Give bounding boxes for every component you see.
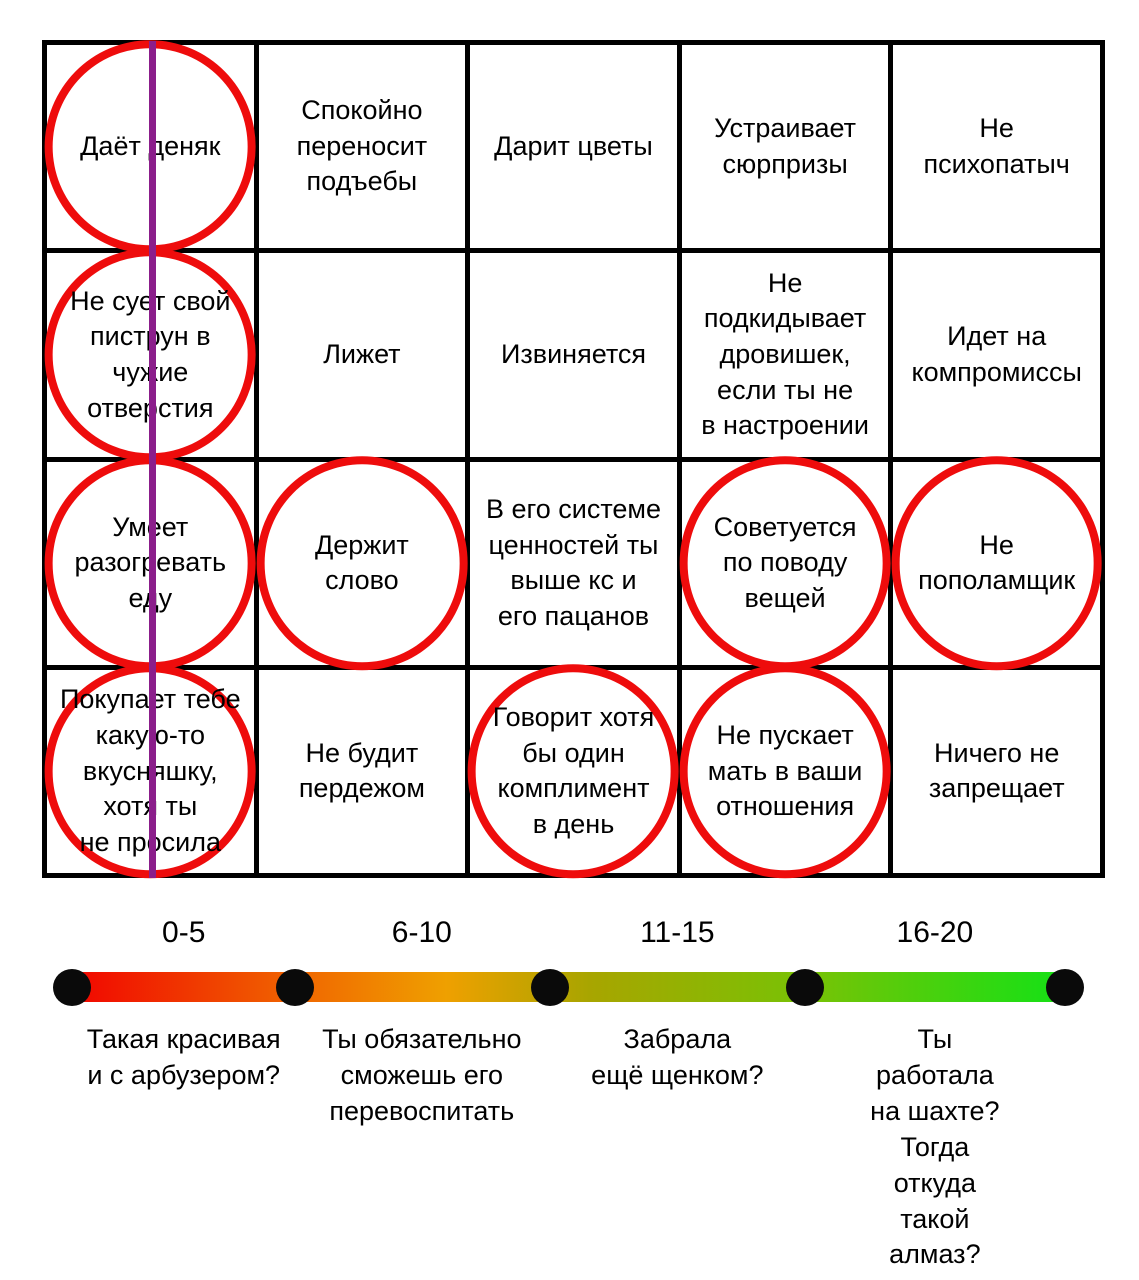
cell-label: Извиняется <box>500 339 647 370</box>
table-cell-r1-c2: Спокойно переносит подъебы <box>258 45 466 249</box>
table-cell-r2-c3: Извиняется <box>470 253 677 457</box>
table-cell-r4-c2: Не будит пердежом <box>258 669 466 873</box>
table-cell-r4-c5: Ничего не запрещает <box>893 669 1100 873</box>
scale-range-label: 0-5 <box>162 916 206 949</box>
table-cell-r2-c2: Лижет <box>258 253 466 457</box>
cell-label: Не будит пердежом <box>298 737 425 804</box>
cell-label: Советуется по поводу вещей <box>713 511 857 613</box>
cell-label: Лижет <box>323 339 401 370</box>
scale-caption: Ты обязательно сможешь его перевоспитать <box>322 1024 522 1126</box>
scale-dot <box>1045 969 1084 1006</box>
scale-range-label: 11-15 <box>640 916 715 949</box>
cell-label: Даёт деняк <box>80 130 221 161</box>
scale-gradient-bar <box>58 972 1080 1002</box>
cell-label: Держит слово <box>314 529 409 596</box>
scale-caption: Такая красивая и с арбузером? <box>86 1024 281 1090</box>
cell-label: Не подкидывает дровишек, если ты не в на… <box>701 267 869 441</box>
table-cell-r3-c3: В его системе ценностей ты выше кс и его… <box>470 461 677 665</box>
cell-label: Дарит цветы <box>494 130 653 161</box>
scale-dot <box>53 969 92 1006</box>
table-cell-r1-c5: Не психопатыч <box>893 45 1100 249</box>
cell-label: Не психопатыч <box>923 113 1070 179</box>
table-cell-r1-c4: Устраивает сюрпризы <box>681 45 889 249</box>
scale-caption: Ты работала на шахте? Тогда откуда такой… <box>870 1024 1000 1270</box>
cell-label: Не пополамщик <box>918 529 1076 596</box>
table-cell-r1-c3: Дарит цветы <box>470 45 677 249</box>
cell-label: Покупает тебе какую-то вкусняшку, хотя т… <box>59 684 241 857</box>
cell-label: Не пускает мать в ваши отношения <box>707 719 863 822</box>
table-cell-r4-c3: Говорит хотя бы один комплимент в день <box>468 664 679 879</box>
table-cell-r4-c4: Не пускает мать в ваши отношения <box>679 664 891 879</box>
cell-label: Идет на компромиссы <box>911 321 1082 387</box>
cell-label: Ничего не запрещает <box>928 737 1065 804</box>
scale-range-label: 16-20 <box>896 916 974 949</box>
scale-range-label: 6-10 <box>391 916 452 949</box>
table-cell-r3-c5: Не пополамщик <box>891 456 1103 670</box>
table-cell-r3-c2: Держит слово <box>256 456 468 670</box>
table-cell-r2-c4: Не подкидывает дровишек, если ты не в на… <box>681 253 889 457</box>
traits-table: Даёт деняк Спокойно переносит подъебы Дари… <box>42 39 1105 879</box>
scale-dot <box>530 969 569 1006</box>
cell-label: Спокойно переносит подъебы <box>296 95 428 197</box>
table-cell-r2-c5: Идет на компромиссы <box>893 253 1100 457</box>
cell-label: Говорит хотя бы один комплимент в день <box>492 702 655 839</box>
scale-dot <box>276 969 315 1006</box>
scale-caption: Забрала ещё щенком? <box>591 1024 764 1090</box>
cell-label: Устраивает сюрпризы <box>714 113 857 179</box>
table-cell-r3-c4: Советуется по поводу вещей <box>679 456 891 670</box>
scale-dot <box>786 969 825 1006</box>
vertical-purple-line <box>149 41 156 878</box>
cell-label: В его системе ценностей ты выше кс и его… <box>485 493 662 631</box>
